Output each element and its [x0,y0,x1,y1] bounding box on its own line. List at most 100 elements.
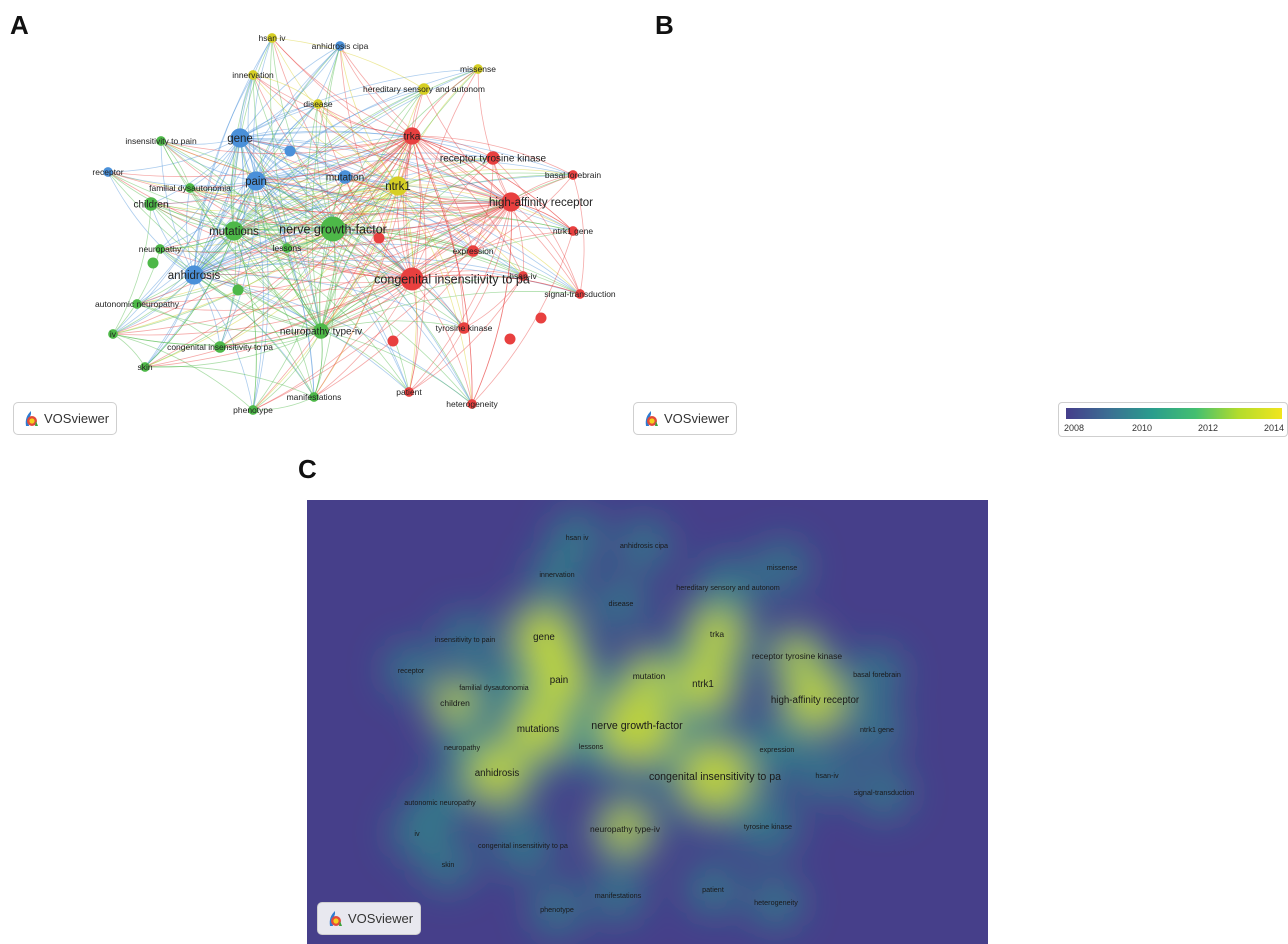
network-link [332,228,524,277]
network-link [193,135,413,276]
network-link [159,248,322,332]
density-label: phenotype [540,905,574,914]
network-link [193,185,399,276]
network-link [255,103,319,182]
node-label: anhidrosis cipa [312,41,369,51]
network-link [144,365,315,398]
network-link [317,103,413,280]
network-link [255,180,465,329]
node-label: phenotype [233,405,273,415]
network-link [252,74,399,187]
network-link [252,396,315,411]
network-link [231,74,254,232]
network-link [320,250,474,332]
network-link [112,248,161,335]
network-link [150,203,322,332]
density-blob [421,837,475,891]
network-link [193,157,494,276]
network-link [193,274,315,398]
network-link [255,158,574,182]
network-link [193,228,334,276]
network-node [185,183,195,193]
network-link [255,180,315,398]
density-label: mutations [517,724,559,735]
network-link [463,201,512,329]
network-link [144,201,512,368]
density-peak [469,745,525,801]
node-label: skin [137,362,152,372]
network-link [411,135,524,277]
network-link [107,135,413,178]
network-link [332,88,425,230]
network-link [193,137,241,276]
network-link [193,37,273,276]
density-label: autonomic neuropathy [404,798,476,807]
density-label: heterogeneity [754,898,798,907]
network-link [233,157,494,232]
network-link [193,176,346,276]
network-node [156,136,166,146]
network-link [136,278,413,311]
network-link [239,130,494,159]
network-link [189,185,399,200]
network-node [575,289,585,299]
network-link [271,37,334,230]
network-link [136,303,221,348]
network-link [107,171,322,332]
network-node [535,312,547,324]
network-link [411,274,581,295]
node-label: insensitivity to pain [125,136,197,146]
network-link [233,224,474,252]
network-node [568,170,578,180]
network-link [136,201,512,305]
density-label: neuropathy type-iv [590,824,661,834]
network-link [239,137,465,329]
network-link [239,135,413,148]
network-link [189,187,512,216]
density-label: innervation [539,570,574,579]
network-link [255,180,322,332]
density-blob [530,547,584,601]
network-link [423,88,512,203]
density-blob [686,862,740,916]
vosviewer-logo-icon [645,410,658,426]
network-link [219,330,322,349]
network-link [397,185,581,295]
network-link [233,185,399,232]
network-link [107,137,241,173]
node-label: congenital insensitivity to pa [167,342,273,352]
network-node [403,127,421,145]
network-link [233,230,413,280]
network-link [252,74,322,332]
node-label: iv [110,329,117,339]
network-link [320,320,465,332]
network-link [324,45,341,230]
network-link [160,140,512,204]
network-link [193,274,322,332]
network-link [239,68,479,139]
network-node [103,167,113,177]
network-link [193,103,319,276]
network-link [144,274,195,368]
network-link [408,201,512,393]
density-label: children [440,698,470,708]
network-link [332,201,512,231]
network-node [400,267,424,291]
network-link [411,135,574,176]
density-label: high-affinity receptor [771,695,860,706]
network-link [286,185,399,249]
network-link [136,185,399,305]
network-node [501,192,521,212]
network-link [189,187,334,230]
vosviewer-badge-a: VOSviewer [13,402,117,435]
network-node [140,362,150,372]
network-link [411,201,512,280]
network-link [252,135,413,411]
network-link [136,180,257,305]
network-link [193,274,413,291]
network-link [160,140,257,182]
network-link [150,203,413,280]
network-link [317,103,399,187]
network-node [224,221,244,241]
